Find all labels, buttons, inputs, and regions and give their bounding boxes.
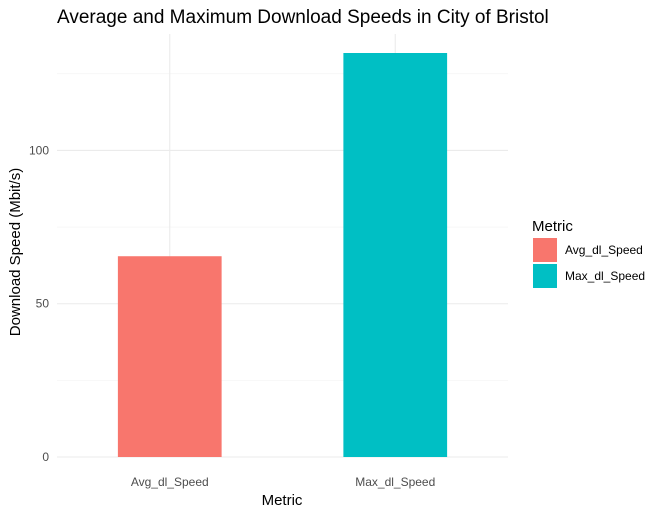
legend: Metric Avg_dl_Speed Max_dl_Speed <box>532 218 645 288</box>
legend-key-max-dl-speed <box>533 264 557 288</box>
legend-label: Avg_dl_Speed <box>565 243 643 257</box>
bar-max-dl-speed <box>343 53 448 458</box>
y-tick-labels: 0 50 100 <box>29 143 49 464</box>
x-tick-label: Max_dl_Speed <box>355 475 435 489</box>
legend-label: Max_dl_Speed <box>565 269 645 283</box>
bars <box>117 53 448 458</box>
x-axis-title: Metric <box>262 492 303 509</box>
chart-title: Average and Maximum Download Speeds in C… <box>57 7 549 28</box>
x-tick-labels: Avg_dl_Speed Max_dl_Speed <box>131 475 435 489</box>
x-tick-label: Avg_dl_Speed <box>131 475 209 489</box>
y-tick-label: 50 <box>36 297 50 311</box>
bar-avg-dl-speed <box>117 256 222 457</box>
y-tick-label: 100 <box>29 143 49 157</box>
legend-title: Metric <box>532 218 573 235</box>
y-tick-label: 0 <box>42 450 49 464</box>
legend-key-avg-dl-speed <box>533 238 557 262</box>
y-axis-title: Download Speed (Mbit/s) <box>7 168 24 336</box>
